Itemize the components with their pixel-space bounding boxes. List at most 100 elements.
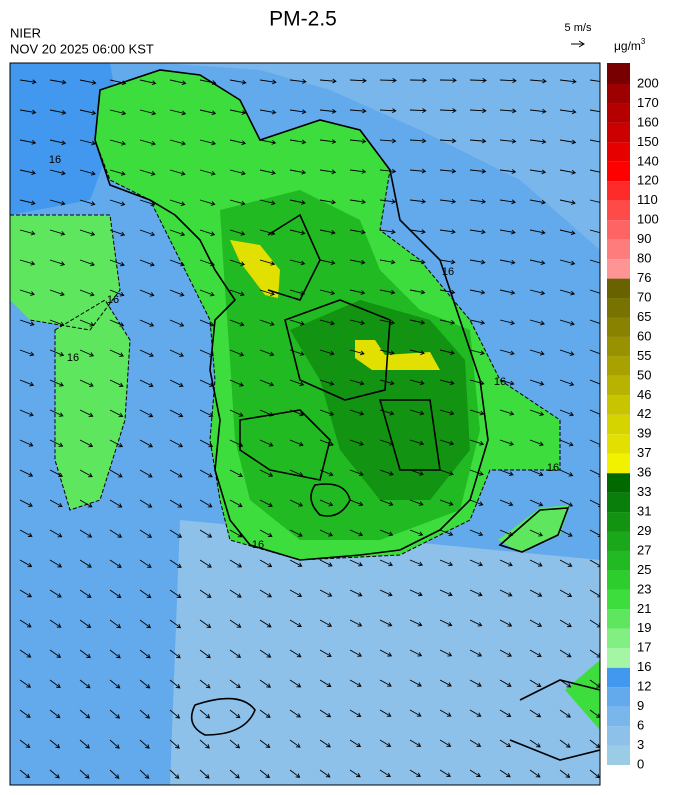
wind-arrow [109,649,121,659]
wind-arrow [169,229,186,237]
wind-arrow [349,559,363,567]
wind-arrow [49,169,66,176]
wind-arrow [79,319,95,327]
wind-arrow [439,439,455,446]
contour-label: 16 [252,539,264,551]
colorbar-label: 80 [637,251,651,266]
wind-arrow [169,319,185,327]
colorbar-band [607,531,630,551]
wind-arrow [259,559,273,568]
wind-arrow [529,439,544,447]
wind-arrow [499,108,517,114]
wind-arrow [439,259,456,265]
wind-arrow [19,739,31,749]
wind-arrow [439,319,456,325]
wind-arrow [439,649,453,657]
wind-arrow [559,79,577,84]
wind-arrow [259,349,275,357]
wind-arrow [349,169,367,174]
wind-arrow [319,199,336,205]
wind-arrow [379,439,395,446]
wind-arrow [109,439,124,448]
colorbar-label: 150 [637,134,659,149]
wind-arrow [109,289,125,297]
wind-arrow [289,679,302,688]
wind-arrow [349,319,366,326]
wind-arrow [199,409,214,418]
wind-arrow [469,619,483,627]
wind-arrow [79,79,97,85]
colorbar-band [607,706,630,727]
wind-arrow [259,649,272,658]
wind-arrow [469,709,482,717]
wind-arrow [109,79,127,86]
wind-arrow [379,229,396,235]
wind-arrow [199,709,211,719]
colorbar-label: 76 [637,270,651,285]
wind-arrow [499,78,517,84]
contour-label: 16 [107,294,119,306]
wind-arrow [139,169,156,176]
wind-arrow [109,529,123,538]
colorbar-label: 6 [637,718,644,733]
wind-arrow [439,469,454,476]
wind-arrow [169,589,182,599]
colorbar-label: 55 [637,348,651,363]
wind-arrow [139,679,151,689]
wind-arrow [139,229,156,237]
wind-arrow [19,199,36,206]
wind-arrow [259,379,275,387]
wind-arrow [49,79,67,85]
wind-arrow [439,589,453,597]
wind-arrow [19,319,35,327]
wind-arrow [469,168,487,174]
wind-arrow [319,589,333,597]
wind-arrow [199,499,213,508]
wind-arrow [19,769,31,779]
colorbar-band [607,726,630,746]
unit-superscript: 3 [641,37,646,46]
wind-arrow [439,379,455,386]
wind-arrow [169,109,187,116]
wind-arrow [379,138,397,144]
wind-arrow [559,769,571,778]
wind-arrow [229,229,246,236]
wind-arrow [529,229,546,235]
colorbar-label: 140 [637,153,659,168]
colorbar-label: 46 [637,387,651,402]
wind-arrow [589,229,600,234]
wind-arrow [409,77,427,83]
wind-arrow [229,409,244,417]
wind-arrow [289,649,302,658]
wind-arrow [319,229,336,235]
wind-arrow [79,589,92,598]
wind-arrow [559,439,574,447]
wind-arrow [349,229,366,235]
wind-arrow [259,79,277,85]
wind-arrow [589,379,600,387]
wind-arrow [319,769,331,778]
wind-arrow [409,409,425,416]
wind-arrow [19,109,37,115]
wind-arrow [79,679,91,689]
wind-arrow [589,289,600,294]
wind-arrow [289,409,304,417]
contour-16 [10,69,561,561]
wind-arrow [559,469,574,477]
wind-arrow [529,259,546,265]
colorbar-label: 160 [637,114,659,129]
wind-arrow [499,679,512,687]
wind-arrow [109,619,122,629]
wind-arrow [499,409,515,416]
wind-arrow [229,679,241,689]
wind-arrow [349,138,367,144]
wind-arrow [139,469,153,478]
wind-arrow [499,289,516,295]
wind-arrow [229,319,245,327]
wind-arrow [379,499,394,506]
wind-arrow [259,739,271,749]
wind-arrow [319,439,334,447]
wind-arrow [109,769,120,779]
wind-arrow [559,289,576,296]
wind-arrow [169,469,183,478]
